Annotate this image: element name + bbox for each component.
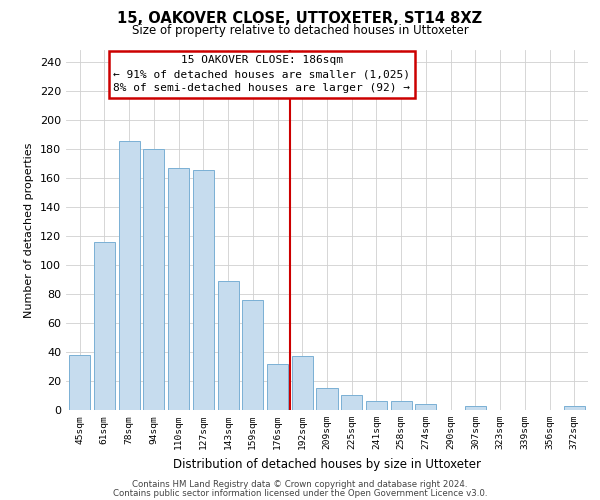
Bar	[564, 406, 585, 410]
Text: 15 OAKOVER CLOSE: 186sqm
← 91% of detached houses are smaller (1,025)
8% of semi: 15 OAKOVER CLOSE: 186sqm ← 91% of detach…	[113, 56, 410, 94]
Bar	[242, 300, 263, 410]
Bar	[69, 355, 90, 410]
Bar	[143, 148, 164, 410]
Bar	[267, 364, 288, 410]
Text: Contains public sector information licensed under the Open Government Licence v3: Contains public sector information licen…	[113, 488, 487, 498]
Text: Contains HM Land Registry data © Crown copyright and database right 2024.: Contains HM Land Registry data © Crown c…	[132, 480, 468, 489]
Bar	[465, 406, 486, 410]
Bar	[168, 168, 189, 410]
Bar	[316, 388, 338, 410]
Y-axis label: Number of detached properties: Number of detached properties	[25, 142, 34, 318]
X-axis label: Distribution of detached houses by size in Uttoxeter: Distribution of detached houses by size …	[173, 458, 481, 470]
Bar	[341, 396, 362, 410]
Bar	[218, 281, 239, 410]
Bar	[366, 402, 387, 410]
Bar	[94, 242, 115, 410]
Bar	[119, 142, 140, 410]
Bar	[292, 356, 313, 410]
Bar	[415, 404, 436, 410]
Bar	[193, 170, 214, 410]
Bar	[391, 402, 412, 410]
Text: Size of property relative to detached houses in Uttoxeter: Size of property relative to detached ho…	[131, 24, 469, 37]
Text: 15, OAKOVER CLOSE, UTTOXETER, ST14 8XZ: 15, OAKOVER CLOSE, UTTOXETER, ST14 8XZ	[118, 11, 482, 26]
